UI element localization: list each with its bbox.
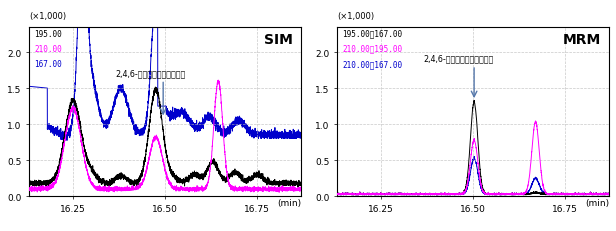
Text: 210.00: 210.00 [34, 45, 62, 54]
Text: 2,4,6-トリクロロアニソール: 2,4,6-トリクロロアニソール [423, 55, 493, 64]
Text: (×1,000): (×1,000) [337, 12, 374, 21]
Text: 195.00: 195.00 [34, 29, 62, 38]
Text: 210.00＞167.00: 210.00＞167.00 [342, 60, 402, 69]
Text: (×1,000): (×1,000) [29, 12, 66, 21]
Text: 2,4,6-トリクロロアニソール: 2,4,6-トリクロロアニソール [115, 69, 185, 78]
Text: 167.00: 167.00 [34, 60, 62, 69]
Text: 210.00＞195.00: 210.00＞195.00 [342, 45, 402, 54]
Text: (min): (min) [277, 198, 301, 207]
Text: 195.00＞167.00: 195.00＞167.00 [342, 29, 402, 38]
Text: MRM: MRM [562, 33, 601, 47]
Text: (min): (min) [585, 198, 609, 207]
Text: SIM: SIM [264, 33, 293, 47]
